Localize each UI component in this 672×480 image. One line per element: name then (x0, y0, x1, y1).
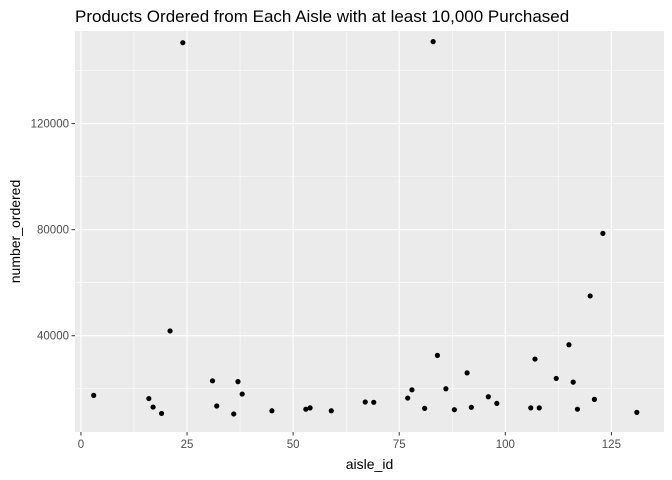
data-point (150, 404, 156, 410)
x-tick-label: 25 (181, 439, 194, 451)
data-point (303, 406, 309, 412)
data-point (591, 396, 598, 402)
data-point (430, 39, 436, 45)
data-point (494, 400, 500, 406)
x-axis-title: aisle_id (346, 456, 393, 472)
data-point (574, 406, 581, 412)
data-point (553, 375, 559, 382)
data-point (587, 293, 593, 299)
data-point (362, 399, 368, 405)
data-point (167, 328, 173, 334)
x-tick-label: 75 (393, 439, 406, 451)
data-point (532, 356, 538, 362)
y-axis-ticks: 40000 80000 120000 (31, 119, 75, 343)
data-point (231, 411, 237, 417)
data-point (209, 378, 216, 384)
data-point (570, 379, 576, 385)
data-point (566, 342, 572, 348)
data-point (371, 399, 377, 405)
data-point (91, 392, 97, 399)
data-point (146, 395, 152, 402)
data-point (158, 410, 165, 417)
x-axis-ticks: 0 25 50 75 100 125 (78, 432, 621, 451)
grid-minor (75, 31, 664, 432)
data-point (468, 404, 474, 410)
data-point (235, 379, 241, 385)
chart-title: Products Ordered from Each Aisle with at… (75, 7, 569, 26)
x-tick-label: 100 (496, 439, 515, 451)
data-point (528, 405, 534, 411)
data-point (180, 40, 186, 46)
data-point (536, 405, 542, 411)
data-point (405, 395, 411, 401)
data-point (307, 405, 313, 411)
x-tick-label: 125 (602, 439, 621, 451)
data-point (269, 408, 275, 414)
y-axis-title: number_ordered (7, 180, 23, 284)
data-point (214, 403, 220, 409)
data-point (239, 391, 245, 397)
data-point (464, 370, 470, 376)
data-points (91, 39, 640, 417)
x-tick-label: 0 (78, 439, 84, 451)
x-tick-label: 50 (287, 439, 300, 451)
data-point (434, 352, 440, 358)
data-point (451, 407, 457, 413)
plot-panel (75, 31, 664, 432)
data-point (634, 409, 640, 415)
data-point (600, 230, 606, 236)
data-point (409, 387, 415, 393)
data-point (485, 394, 491, 400)
data-point (328, 408, 334, 414)
data-point (422, 405, 428, 411)
y-tick-label: 120000 (31, 119, 69, 131)
y-tick-label: 80000 (37, 225, 69, 237)
grid-major (75, 31, 664, 432)
y-tick-label: 40000 (37, 331, 69, 343)
data-point (443, 386, 449, 392)
